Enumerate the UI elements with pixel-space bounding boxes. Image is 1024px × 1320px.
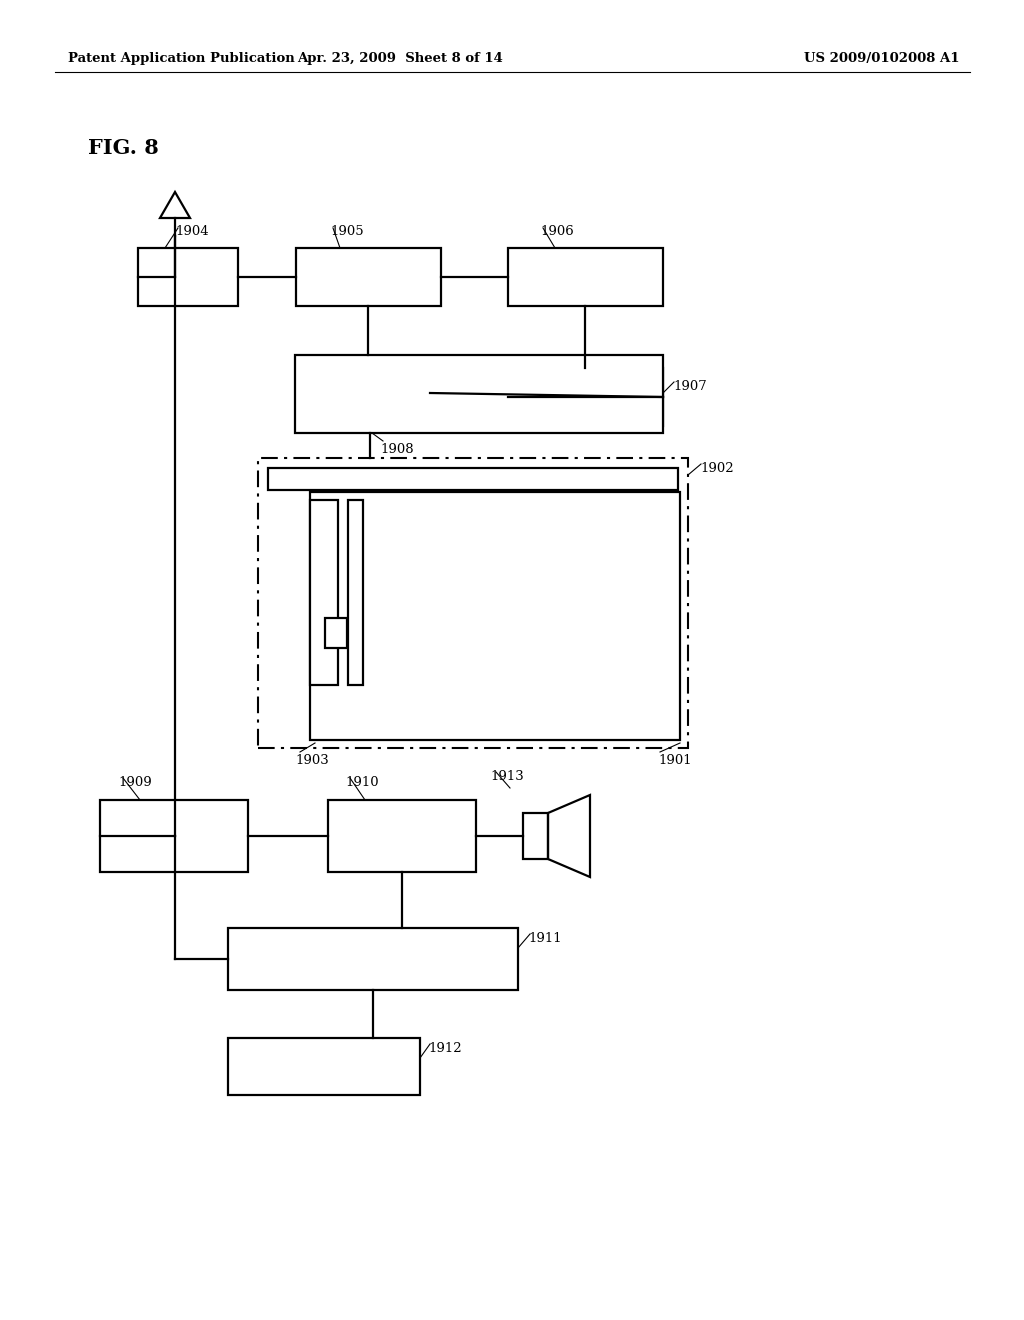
Bar xyxy=(258,458,688,748)
Text: Patent Application Publication: Patent Application Publication xyxy=(68,51,295,65)
Bar xyxy=(328,800,476,873)
Bar xyxy=(348,500,362,685)
Text: 1909: 1909 xyxy=(118,776,152,789)
Bar xyxy=(138,248,238,306)
Text: 1905: 1905 xyxy=(330,224,364,238)
Text: 1906: 1906 xyxy=(540,224,573,238)
Bar xyxy=(228,928,518,990)
Text: US 2009/0102008 A1: US 2009/0102008 A1 xyxy=(805,51,961,65)
Bar xyxy=(295,355,663,433)
Text: 1907: 1907 xyxy=(673,380,707,393)
Text: 1908: 1908 xyxy=(380,444,414,455)
Bar xyxy=(325,618,347,648)
Bar xyxy=(228,1038,420,1096)
Bar xyxy=(310,492,680,741)
Bar xyxy=(310,368,430,418)
Text: Apr. 23, 2009  Sheet 8 of 14: Apr. 23, 2009 Sheet 8 of 14 xyxy=(297,51,503,65)
Text: 1902: 1902 xyxy=(700,462,733,475)
Text: 1913: 1913 xyxy=(490,770,523,783)
Bar xyxy=(508,368,663,426)
Bar xyxy=(268,469,678,490)
Bar xyxy=(508,248,663,306)
Text: 1903: 1903 xyxy=(295,754,329,767)
Text: 1901: 1901 xyxy=(658,754,691,767)
Text: 1912: 1912 xyxy=(428,1041,462,1055)
Bar xyxy=(310,500,338,685)
Bar xyxy=(100,800,248,873)
Text: 1910: 1910 xyxy=(345,776,379,789)
Bar xyxy=(296,248,441,306)
Text: 1904: 1904 xyxy=(175,224,209,238)
Text: 1911: 1911 xyxy=(528,932,561,945)
Bar xyxy=(523,813,548,859)
Text: FIG. 8: FIG. 8 xyxy=(88,139,159,158)
